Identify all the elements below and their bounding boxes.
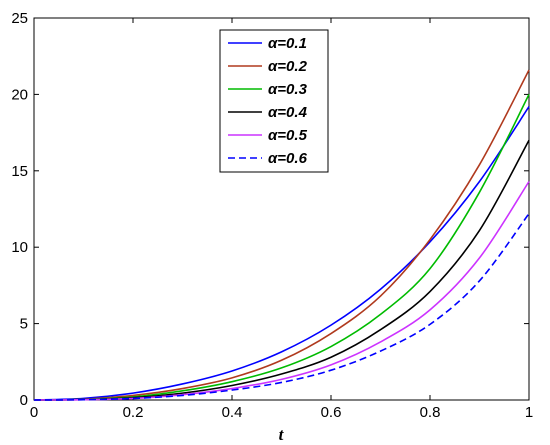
x-tick-label: 0 (30, 404, 38, 421)
series-line-2 (33, 69, 530, 401)
x-tick-label: 1 (525, 404, 533, 421)
y-tick-label: 5 (20, 316, 28, 333)
legend-label-4: α=0.4 (268, 104, 308, 121)
legend-box (219, 29, 329, 173)
legend-label-6: α=0.6 (268, 150, 308, 167)
x-tick-label: 0.2 (123, 404, 144, 421)
x-tick-label: 0.8 (420, 404, 441, 421)
y-tick-label: 0 (20, 392, 28, 409)
series-line-5 (33, 181, 530, 401)
y-axis: 0 5 10 15 20 25 (11, 10, 529, 409)
legend-label-5: α=0.5 (268, 127, 308, 144)
legend: α=0.1 α=0.2 α=0.3 α=0.4 α=0.5 α=0.6 (219, 29, 329, 173)
legend-label-2: α=0.2 (268, 58, 308, 75)
x-axis: 0 0.2 0.4 0.6 0.8 1 (30, 18, 533, 421)
y-tick-label: 10 (11, 239, 28, 256)
y-tick-label: 20 (11, 86, 28, 103)
series-line-6 (33, 213, 530, 401)
x-axis-label: t (279, 425, 285, 444)
legend-label-1: α=0.1 (268, 35, 307, 52)
x-tick-label: 0.6 (321, 404, 342, 421)
legend-label-3: α=0.3 (268, 81, 308, 98)
y-tick-label: 25 (11, 10, 28, 27)
x-tick-label: 0.4 (222, 404, 243, 421)
y-tick-label: 15 (11, 163, 28, 180)
series-line-1 (33, 106, 530, 401)
series-lines (33, 69, 530, 401)
